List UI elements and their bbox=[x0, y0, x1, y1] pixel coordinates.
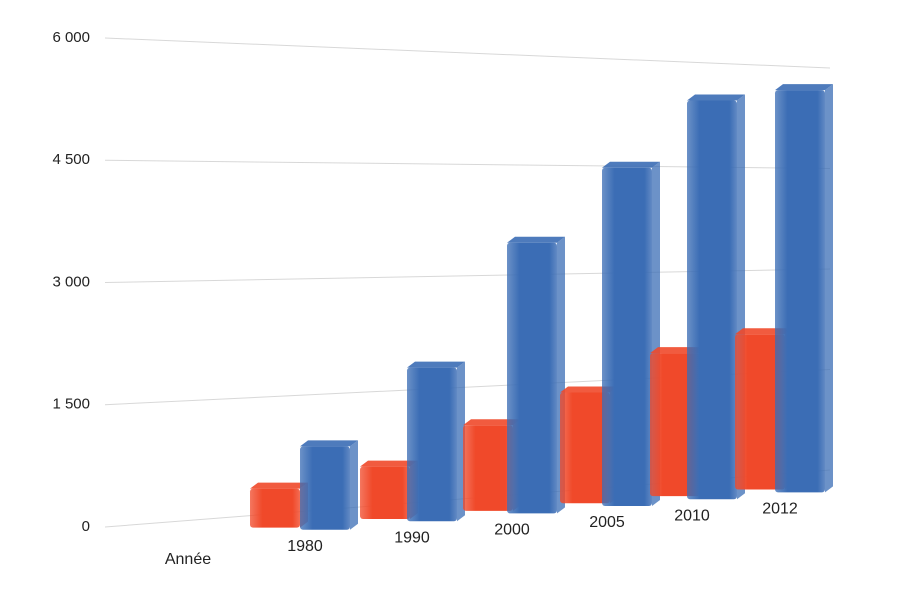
bar-top bbox=[775, 84, 833, 91]
x-tick-label: 2012 bbox=[762, 501, 798, 518]
x-tick-label: 1990 bbox=[394, 530, 430, 547]
bar-top bbox=[300, 440, 358, 447]
bar-top bbox=[407, 361, 465, 368]
bar bbox=[250, 482, 308, 528]
bar-front bbox=[463, 425, 513, 511]
bar-top bbox=[250, 482, 308, 489]
y-tick-label: 4 500 bbox=[52, 151, 90, 168]
y-tick-label: 1 500 bbox=[52, 396, 90, 413]
bar-front bbox=[735, 334, 785, 490]
bar-front bbox=[560, 392, 610, 504]
y-tick-label: 6 000 bbox=[52, 29, 90, 46]
x-tick-label: 2010 bbox=[674, 507, 710, 524]
bar-front bbox=[407, 367, 457, 522]
bar-top bbox=[687, 94, 745, 101]
x-tick-label: 2005 bbox=[589, 514, 625, 531]
bar-top bbox=[602, 161, 660, 168]
bar bbox=[507, 236, 565, 514]
bar-front bbox=[300, 446, 350, 530]
bar-side bbox=[350, 440, 358, 530]
bar bbox=[407, 361, 465, 522]
y-tick-label: 0 bbox=[82, 518, 90, 535]
x-tick-label: 1980 bbox=[287, 538, 323, 555]
x-tick-label: 2000 bbox=[494, 522, 530, 539]
bar bbox=[300, 440, 358, 530]
bar-top bbox=[507, 236, 565, 243]
bar-front bbox=[775, 90, 825, 493]
bar-side bbox=[825, 84, 833, 493]
y-tick-label: 3 000 bbox=[52, 273, 90, 290]
x-axis-title: Année bbox=[165, 551, 211, 568]
bar-front bbox=[360, 466, 410, 519]
bar-top bbox=[463, 419, 521, 426]
bar-front bbox=[602, 167, 652, 506]
bar-front bbox=[250, 488, 300, 528]
bar-front bbox=[687, 100, 737, 500]
bar bbox=[775, 84, 833, 493]
bar-front bbox=[507, 242, 557, 514]
grid-line bbox=[104, 37, 831, 69]
bar-top bbox=[360, 460, 418, 467]
